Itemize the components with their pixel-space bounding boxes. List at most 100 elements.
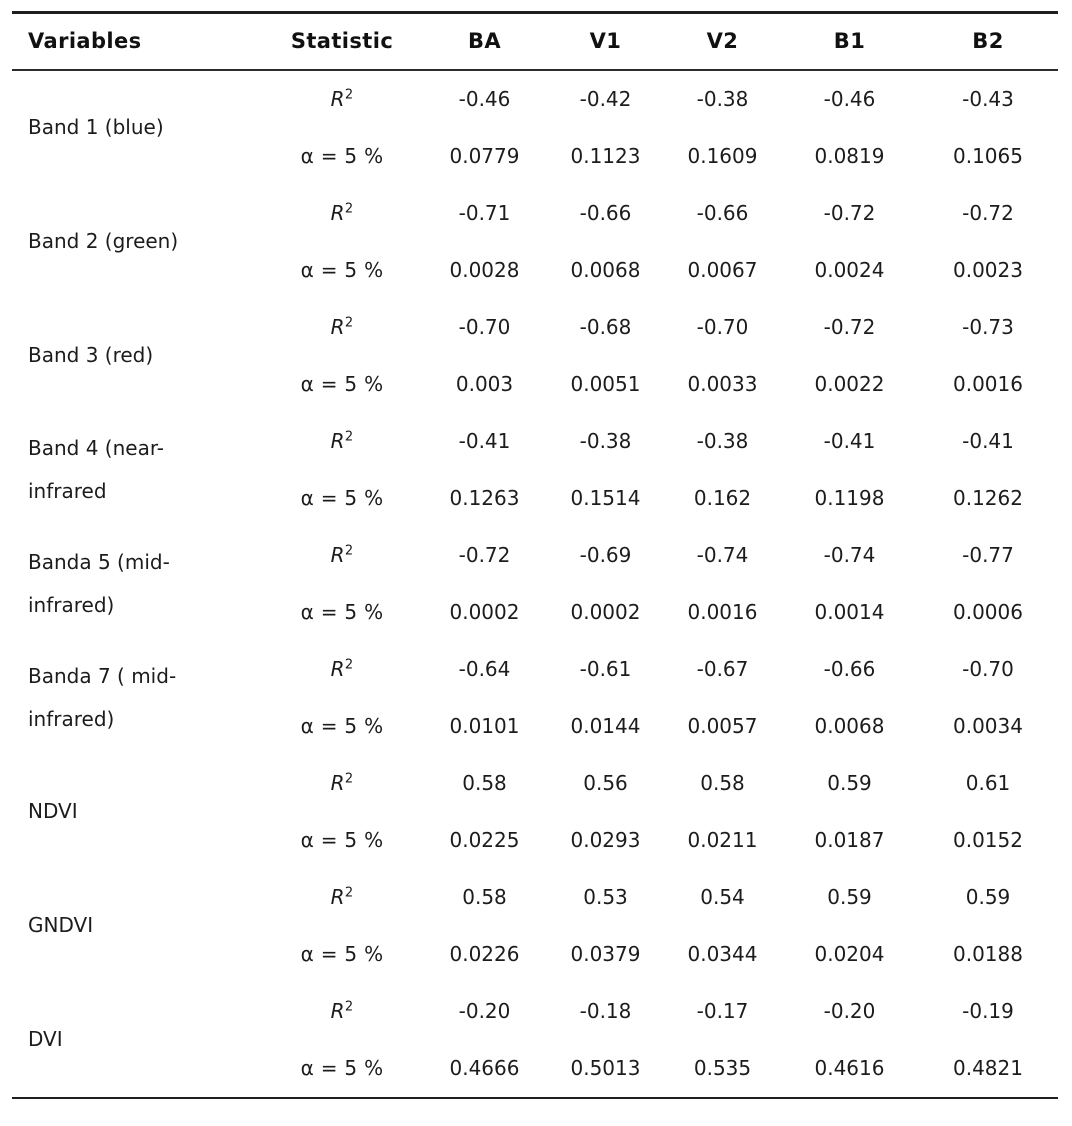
alpha-value: 0.0293	[570, 828, 641, 852]
alpha-value: 0.1263	[449, 486, 520, 510]
r2-symbol: R	[330, 201, 345, 225]
variable-label-line: NDVI	[28, 799, 78, 823]
variable-label: DVI	[12, 983, 262, 1098]
r2-value: 0.53	[583, 885, 628, 909]
r2-value: -0.20	[823, 999, 876, 1023]
variable-label-line: Band 3 (red)	[28, 343, 154, 367]
statistic-alpha-label: α = 5 %	[300, 828, 384, 852]
variable-label-line: Band 2 (green)	[28, 229, 179, 253]
statistic-alpha-label: α = 5 %	[300, 144, 384, 168]
alpha-value: 0.0024	[814, 258, 885, 282]
variable-label: Band 2 (green)	[12, 185, 262, 299]
alpha-value: 0.0002	[449, 600, 520, 624]
r2-symbol: R	[330, 771, 345, 795]
column-header-v1: V1	[589, 29, 622, 54]
alpha-value: 0.1123	[570, 144, 641, 168]
variable-label-line: Banda 7 ( mid-	[28, 663, 177, 688]
table-row-r2: Band 4 (near-infrared R2 -0.41 -0.38 -0.38 -0…	[12, 413, 1058, 503]
alpha-value: 0.0014	[814, 600, 885, 624]
alpha-value: 0.0033	[687, 372, 758, 396]
table-row-alpha: α = 5 % 0.0779 0.1123 0.1609 0.0819 0.1065	[12, 128, 1058, 185]
table-body: Band 1 (blue) R2 -0.46 -0.42 -0.38 -0.46 -0.43…	[12, 70, 1058, 1098]
r2-value: 0.54	[700, 885, 745, 909]
table-row-r2: Band 1 (blue) R2 -0.46 -0.42 -0.38 -0.46 -0.43	[12, 70, 1058, 139]
statistic-r2-label: R2	[262, 527, 422, 584]
alpha-value: 0.1514	[570, 486, 641, 510]
r2-value: -0.20	[458, 999, 511, 1023]
alpha-value: 0.1198	[814, 486, 885, 510]
alpha-value: 0.0144	[570, 714, 641, 738]
r2-value: -0.38	[696, 87, 749, 111]
alpha-value: 0.1262	[953, 486, 1023, 510]
variable-label-line: Banda 5 (mid-	[28, 549, 170, 574]
alpha-value: 0.0067	[687, 258, 758, 282]
statistic-r2-label: R2	[262, 983, 422, 1040]
r2-value: -0.41	[962, 429, 1014, 453]
r2-value: -0.61	[579, 657, 632, 681]
alpha-value: 0.0034	[953, 714, 1023, 738]
r2-exponent: 2	[344, 885, 354, 901]
statistic-r2-label: R2	[262, 641, 422, 698]
r2-value: -0.19	[962, 999, 1014, 1023]
table-row-alpha: α = 5 % 0.003 0.0051 0.0033 0.0022 0.0016	[12, 356, 1058, 413]
table-row-r2: DVI R2 -0.20 -0.18 -0.17 -0.20 -0.19	[12, 983, 1058, 1051]
alpha-value: 0.1065	[953, 144, 1023, 168]
table-row-r2: Banda 7 ( mid-infrared) R2 -0.64 -0.61 -0.67…	[12, 641, 1058, 731]
r2-value: -0.66	[696, 201, 749, 225]
variable-label-line: DVI	[28, 1027, 63, 1051]
r2-value: -0.72	[823, 315, 876, 339]
r2-value: -0.69	[579, 543, 632, 567]
alpha-value: 0.0068	[814, 714, 885, 738]
r2-symbol: R	[330, 999, 345, 1023]
r2-value: -0.38	[696, 429, 749, 453]
alpha-value: 0.4666	[449, 1056, 520, 1080]
r2-value: -0.72	[458, 543, 511, 567]
alpha-value: 0.4616	[814, 1056, 885, 1080]
alpha-value: 0.0379	[570, 942, 641, 966]
r2-value: -0.41	[458, 429, 511, 453]
alpha-value: 0.4821	[953, 1056, 1023, 1080]
r2-value: 0.58	[700, 771, 745, 795]
statistic-r2-label: R2	[262, 299, 422, 356]
correlation-table-container: Variables Statistic BA V1 V2 B1 B2 Band …	[12, 11, 1058, 1099]
column-header-variables: Variables	[28, 29, 142, 54]
variable-label: Banda 7 ( mid-infrared)	[12, 641, 262, 755]
alpha-value: 0.0819	[814, 144, 885, 168]
alpha-value: 0.0101	[449, 714, 520, 738]
r2-exponent: 2	[344, 771, 354, 787]
column-header-b1: B1	[833, 29, 866, 54]
statistic-alpha-label: α = 5 %	[300, 942, 384, 966]
alpha-value: 0.0188	[953, 942, 1023, 966]
statistic-r2-label: R2	[262, 755, 422, 812]
statistic-alpha-label: α = 5 %	[300, 1056, 384, 1080]
alpha-value: 0.0057	[687, 714, 758, 738]
variable-label: Banda 5 (mid-infrared)	[12, 527, 262, 641]
variable-label-line: infrared)	[28, 706, 115, 731]
statistic-r2-label: R2	[262, 869, 422, 926]
alpha-value: 0.0016	[953, 372, 1023, 396]
r2-symbol: R	[330, 315, 345, 339]
r2-value: -0.64	[458, 657, 511, 681]
r2-symbol: R	[330, 87, 345, 111]
alpha-value: 0.0211	[687, 828, 758, 852]
alpha-value: 0.0006	[953, 600, 1023, 624]
table-row-alpha: α = 5 % 0.0225 0.0293 0.0211 0.0187 0.0152	[12, 812, 1058, 869]
r2-value: 0.59	[827, 771, 872, 795]
alpha-value: 0.0204	[814, 942, 885, 966]
statistic-r2-label: R2	[262, 185, 422, 242]
r2-value: -0.38	[579, 429, 632, 453]
r2-value: -0.46	[458, 87, 511, 111]
variable-label-line: Band 1 (blue)	[28, 115, 164, 139]
r2-symbol: R	[330, 429, 345, 453]
statistic-alpha-label: α = 5 %	[300, 486, 384, 510]
r2-value: -0.72	[823, 201, 876, 225]
r2-value: -0.71	[458, 201, 511, 225]
r2-value: 0.56	[583, 771, 628, 795]
table-row-alpha: α = 5 % 0.0028 0.0068 0.0067 0.0024 0.0023	[12, 242, 1058, 299]
variable-label-line: infrared)	[28, 592, 115, 617]
r2-value: -0.17	[696, 999, 749, 1023]
r2-value: -0.74	[696, 543, 749, 567]
r2-exponent: 2	[344, 315, 354, 331]
table-row-r2: GNDVI R2 0.58 0.53 0.54 0.59 0.59	[12, 869, 1058, 937]
column-header-v2: V2	[706, 29, 739, 54]
